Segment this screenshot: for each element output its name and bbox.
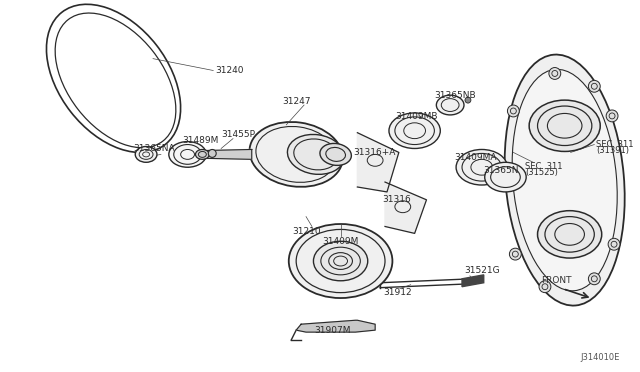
Text: 31365NB: 31365NB <box>435 91 476 100</box>
Ellipse shape <box>389 113 440 148</box>
Text: 31316: 31316 <box>382 195 411 204</box>
Ellipse shape <box>320 144 351 166</box>
Text: 31489M: 31489M <box>182 136 219 145</box>
Text: SEC. 311: SEC. 311 <box>596 140 634 149</box>
Ellipse shape <box>135 147 157 162</box>
Text: 31409MB: 31409MB <box>395 112 437 121</box>
Circle shape <box>539 281 551 293</box>
Polygon shape <box>357 133 399 192</box>
Polygon shape <box>296 320 375 332</box>
Circle shape <box>208 150 216 157</box>
Circle shape <box>588 80 600 92</box>
Text: 31240: 31240 <box>215 66 244 75</box>
Polygon shape <box>207 150 252 159</box>
Ellipse shape <box>321 247 360 275</box>
Ellipse shape <box>436 95 464 115</box>
Ellipse shape <box>395 117 435 145</box>
Text: 31455P: 31455P <box>221 130 255 139</box>
Text: 31521G: 31521G <box>464 266 500 275</box>
Ellipse shape <box>289 224 392 298</box>
Ellipse shape <box>326 147 346 161</box>
Ellipse shape <box>256 126 337 182</box>
Text: 31365N: 31365N <box>484 166 519 175</box>
Text: (31391): (31391) <box>596 146 629 155</box>
Text: SEC. 311: SEC. 311 <box>525 162 563 171</box>
Ellipse shape <box>296 230 385 293</box>
Ellipse shape <box>538 106 592 145</box>
Polygon shape <box>385 182 426 233</box>
Ellipse shape <box>287 134 344 174</box>
Ellipse shape <box>250 122 343 187</box>
Polygon shape <box>462 275 484 287</box>
Ellipse shape <box>456 150 508 185</box>
Ellipse shape <box>512 69 617 291</box>
Circle shape <box>549 68 561 79</box>
Ellipse shape <box>173 145 202 164</box>
Text: 31409M: 31409M <box>322 237 358 246</box>
Ellipse shape <box>545 217 595 252</box>
Circle shape <box>508 105 519 117</box>
Ellipse shape <box>538 211 602 258</box>
Text: (31525): (31525) <box>525 168 558 177</box>
Text: 31365NA: 31365NA <box>133 144 175 153</box>
Text: J314010E: J314010E <box>580 353 620 362</box>
Ellipse shape <box>195 150 209 159</box>
Circle shape <box>588 273 600 285</box>
Text: 31912: 31912 <box>383 288 412 297</box>
Text: 31409MA: 31409MA <box>454 153 497 162</box>
Ellipse shape <box>484 162 526 192</box>
Text: 31247: 31247 <box>282 97 311 106</box>
Ellipse shape <box>314 241 368 281</box>
Ellipse shape <box>462 153 502 181</box>
Text: 31210: 31210 <box>292 227 321 236</box>
Circle shape <box>509 248 521 260</box>
Ellipse shape <box>505 55 625 305</box>
Ellipse shape <box>294 139 338 170</box>
Text: 31907M: 31907M <box>314 326 351 335</box>
Ellipse shape <box>169 142 206 167</box>
Circle shape <box>465 97 471 103</box>
Text: 31316+A: 31316+A <box>353 148 396 157</box>
Circle shape <box>606 110 618 122</box>
Ellipse shape <box>529 100 600 151</box>
Circle shape <box>608 238 620 250</box>
Text: FRONT: FRONT <box>541 276 572 285</box>
